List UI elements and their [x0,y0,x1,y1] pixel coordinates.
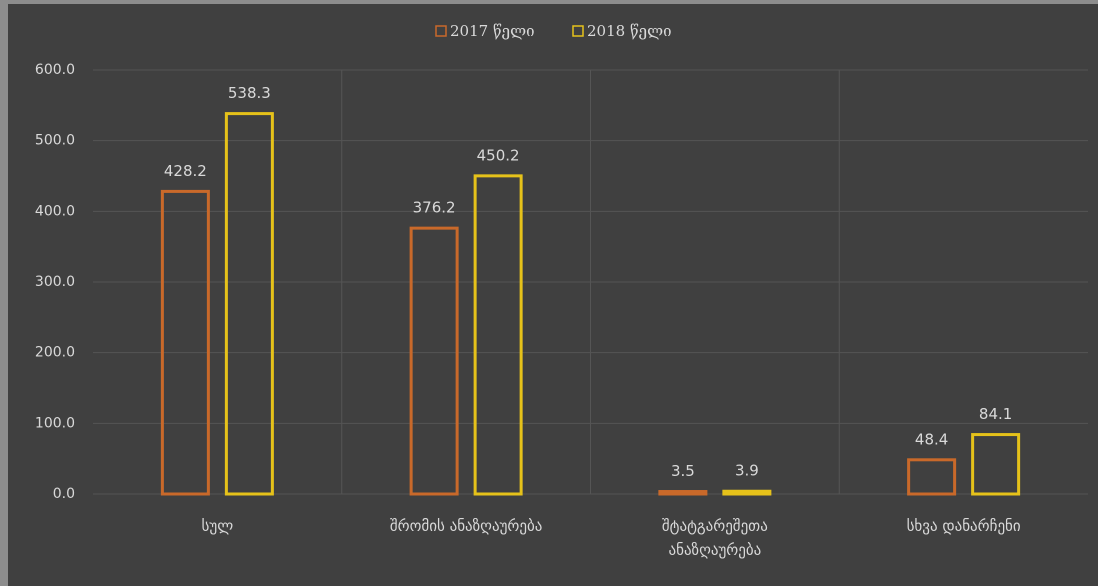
y-tick-label: 100.0 [35,415,75,431]
y-tick-label: 500.0 [35,133,75,149]
chart-background [8,4,1098,586]
value-label: 428.2 [164,162,207,180]
x-tick-label: შტატგარეშეთა ანაზღაურება [661,517,768,559]
bar [971,433,1021,496]
legend-label: 2018 წელი [587,22,671,40]
y-tick-label: 300.0 [35,274,75,290]
value-label: 450.2 [477,146,520,164]
bar [409,226,459,496]
bar [473,174,523,496]
x-tick-label: შრომის ანაზღაურება [389,517,543,535]
bar [907,458,957,496]
x-tick-label: სულ [201,517,234,535]
y-tick-label: 200.0 [35,345,75,361]
y-tick-label: 400.0 [35,203,75,219]
y-tick-label: 600.0 [35,62,75,78]
value-label: 3.5 [671,462,695,480]
value-label: 376.2 [413,199,456,217]
value-label: 538.3 [228,84,271,102]
legend-swatch [572,25,584,37]
value-label: 84.1 [979,405,1012,423]
legend-swatch [435,25,447,37]
legend-label: 2017 წელი [450,22,534,40]
bar [722,489,772,496]
value-label: 3.9 [735,462,759,480]
bar [160,189,210,496]
bar [224,112,274,496]
value-label: 48.4 [915,430,948,448]
bar [658,490,708,496]
x-tick-label: სხვა დანარჩენი [906,517,1021,535]
y-tick-label: 0.0 [53,486,75,502]
